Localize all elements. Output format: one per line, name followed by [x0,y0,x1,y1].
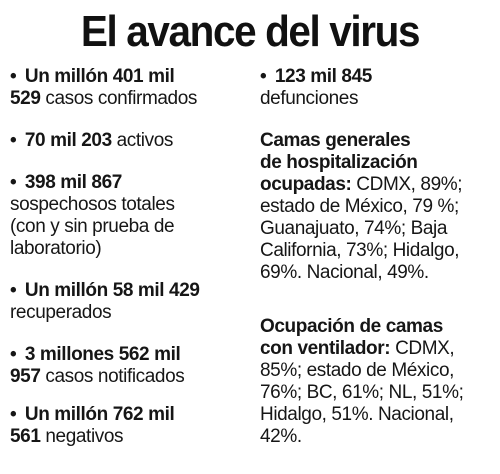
stat-value: Un millón 58 mil 429 [24,280,200,301]
bullet-icon: • [260,66,267,87]
stat-notified: • 3 millones 562 mil 957 casos notificad… [10,344,185,388]
stat-label: casos notificados [40,366,185,387]
bullet-icon: • [10,172,17,193]
stat-label: negativos [40,426,124,447]
bullet-icon: • [10,344,17,365]
stat-label: defunciones [260,88,359,109]
vent-heading: Ocupación de camas [260,316,443,337]
bullet-icon: • [10,66,17,87]
stat-value: Un millón 762 mil [24,404,175,425]
beds-text: Guanajuato, 74%; Baja [260,218,448,239]
bullet-icon: • [10,404,17,425]
stat-label: casos confirmados [40,88,197,109]
stat-value-cont: 561 [10,426,41,447]
bullet-icon: • [10,280,17,301]
stat-value: 398 mil 867 [24,172,122,193]
ventilator-beds-block: Ocupación de camas con ventilador: CDMX,… [260,316,464,448]
stat-label: laboratorio) [10,238,102,259]
headline: El avance del virus [80,7,421,56]
beds-heading: Camas generales [260,130,411,151]
stat-negative: • Un millón 762 mil 561 negativos [10,404,175,448]
beds-heading: ocupadas: [260,174,352,195]
stat-value-cont: 529 [10,88,41,109]
vent-text: Hidalgo, 51%. Nacional, [260,404,454,425]
beds-text: 69%. Nacional, 49%. [260,262,429,283]
stat-label: activos [111,130,174,151]
beds-text: California, 73%; Hidalgo, [260,240,460,261]
stat-deaths: • 123 mil 845 defunciones [260,66,372,110]
beds-heading: de hospitalización [260,152,418,173]
vent-text: 76%; BC, 61%; NL, 51%; [260,382,464,403]
vent-text: CDMX, [390,338,455,359]
stat-confirmed: • Un millón 401 mil 529 casos confirmado… [10,66,197,110]
stat-recovered: • Un millón 58 mil 429 recuperados [10,280,200,324]
beds-text: estado de México, 79 %; [260,196,459,217]
stat-value: Un millón 401 mil [24,66,175,87]
stat-label: recuperados [10,302,112,323]
stat-active: • 70 mil 203 activos [10,130,173,152]
vent-text: 85%; estado de México, [260,360,454,381]
stat-suspected: • 398 mil 867 sospechosos totales (con y… [10,172,175,260]
vent-heading: con ventilador: [260,338,391,359]
stat-label: sospechosos totales [10,194,175,215]
bullet-icon: • [10,130,17,151]
stat-label: (con y sin prueba de [10,216,175,237]
stat-value: 3 millones 562 mil [24,344,181,365]
stat-value: 123 mil 845 [274,66,372,87]
stat-value: 70 mil 203 [24,130,112,151]
beds-text: CDMX, 89%; [351,174,463,195]
general-beds-block: Camas generales de hospitalización ocupa… [260,130,463,284]
stat-value-cont: 957 [10,366,41,387]
vent-text: 42%. [260,426,302,447]
